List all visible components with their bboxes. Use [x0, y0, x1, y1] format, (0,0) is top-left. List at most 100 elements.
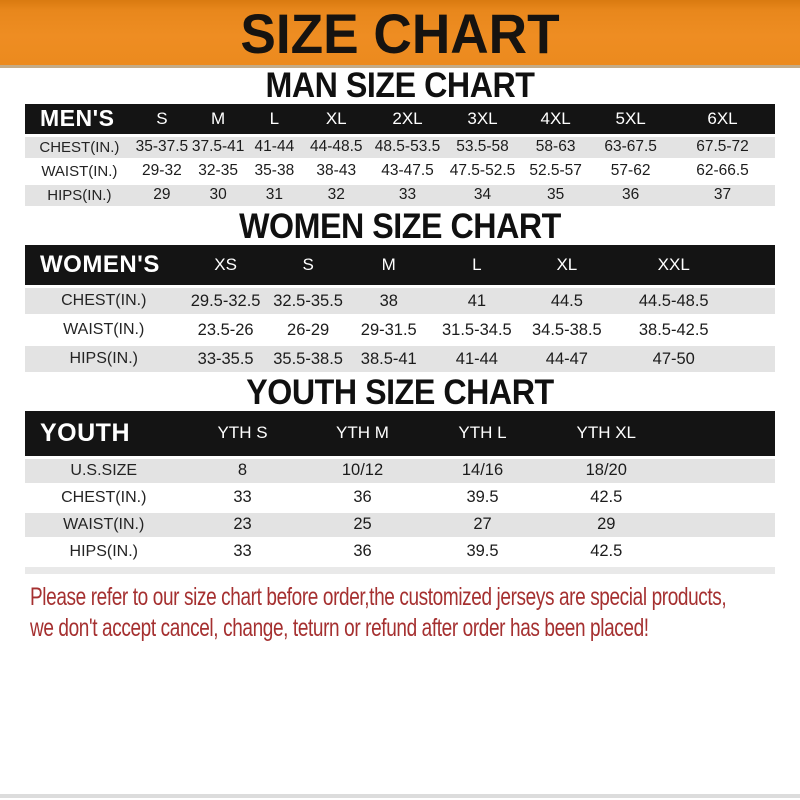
size-value-cell: 35-37.5 — [133, 135, 190, 161]
size-value-cell: 44-48.5 — [302, 135, 370, 161]
size-value-cell: 31.5-34.5 — [430, 315, 524, 346]
table-row: CHEST(IN.) 35-37.5 37.5-41 41-44 44-48.5 48.5… — [25, 135, 775, 161]
size-value-cell: 18/20 — [542, 457, 670, 486]
size-column-header: S — [133, 104, 190, 137]
size-column-header: S — [268, 244, 348, 288]
table-row: HIPS(IN.) 33 36 39.5 42.5 — [25, 538, 775, 567]
size-value-cell: 29 — [133, 183, 190, 209]
table-header-row: YOUTH YTH S YTH M YTH L YTH XL — [25, 411, 775, 459]
size-value-cell: 32 — [302, 183, 370, 209]
size-value-cell: 29-32 — [133, 159, 190, 185]
section-heading-youth: YOUTH SIZE CHART — [246, 373, 554, 412]
size-value-cell: 42.5 — [542, 484, 670, 513]
table-row: WAIST(IN.) 23 25 27 29 — [25, 511, 775, 540]
women-size-section: WOMEN SIZE CHART WOMEN'S XS S M L XL XXL CHEST… — [0, 206, 800, 375]
size-column-header: YTH S — [182, 411, 303, 459]
measure-row-label: HIPS(IN.) — [25, 344, 183, 375]
size-value-cell: 47-50 — [610, 344, 738, 375]
measure-row-label: CHEST(IN.) — [25, 286, 183, 317]
size-value-cell: 33 — [182, 484, 303, 513]
cell-spacer — [670, 511, 775, 540]
cell-spacer — [670, 538, 775, 567]
size-value-cell: 37.5-41 — [190, 135, 247, 161]
size-column-header: YTH L — [422, 411, 543, 459]
size-value-cell: 23 — [182, 511, 303, 540]
size-value-cell: 44-47 — [523, 344, 610, 375]
size-value-cell: 10/12 — [302, 457, 423, 486]
size-value-cell: 35-38 — [246, 159, 303, 185]
notice-line-2: we don't accept cancel, change, teturn o… — [30, 613, 649, 642]
men-size-table: MEN'S S M L XL 2XL 3XL 4XL 5XL 6XL CHEST(IN.) 35-3… — [25, 104, 775, 209]
order-notice: Please refer to our size chart before or… — [30, 582, 727, 644]
table-corner-label: WOMEN'S — [25, 244, 183, 288]
size-value-cell: 58-63 — [520, 135, 592, 161]
size-value-cell: 39.5 — [422, 538, 543, 567]
youth-size-table: YOUTH YTH S YTH M YTH L YTH XL U.S.SIZE 8 10/1… — [25, 411, 775, 567]
size-value-cell: 53.5-58 — [445, 135, 520, 161]
size-value-cell: 30 — [190, 183, 247, 209]
size-column-header: XL — [302, 104, 370, 137]
cell-spacer — [670, 457, 775, 486]
table-row: HIPS(IN.) 33-35.5 35.5-38.5 38.5-41 41-44 44-… — [25, 344, 775, 375]
size-column-header: 6XL — [670, 104, 775, 137]
size-value-cell: 47.5-52.5 — [445, 159, 520, 185]
size-value-cell: 35 — [520, 183, 592, 209]
measure-row-label: CHEST(IN.) — [25, 135, 134, 161]
size-column-header: L — [430, 244, 524, 288]
size-value-cell: 25 — [302, 511, 423, 540]
measure-row-label: HIPS(IN.) — [25, 538, 183, 567]
size-column-header: L — [246, 104, 303, 137]
size-column-header: YTH M — [302, 411, 423, 459]
size-column-header: 5XL — [591, 104, 670, 137]
measure-row-label: U.S.SIZE — [25, 457, 183, 486]
size-column-header: 3XL — [445, 104, 520, 137]
size-value-cell: 36 — [591, 183, 670, 209]
section-heading-women: WOMEN SIZE CHART — [239, 206, 561, 246]
size-value-cell: 41 — [430, 286, 524, 317]
size-value-cell: 41-44 — [246, 135, 303, 161]
size-value-cell: 8 — [182, 457, 303, 486]
page-bottom-divider — [0, 794, 800, 798]
size-value-cell: 36 — [302, 484, 423, 513]
cell-spacer — [737, 344, 775, 375]
size-value-cell: 43-47.5 — [370, 159, 445, 185]
table-row: U.S.SIZE 8 10/12 14/16 18/20 — [25, 457, 775, 486]
size-value-cell: 38 — [347, 286, 430, 317]
size-value-cell: 63-67.5 — [591, 135, 670, 161]
women-size-table: WOMEN'S XS S M L XL XXL CHEST(IN.) 29.5-32.5 32.… — [25, 244, 775, 375]
size-value-cell: 39.5 — [422, 484, 543, 513]
table-corner-label: YOUTH — [25, 411, 183, 459]
size-value-cell: 32.5-35.5 — [268, 286, 348, 317]
size-value-cell: 52.5-57 — [520, 159, 592, 185]
size-value-cell: 33-35.5 — [182, 344, 269, 375]
size-column-header: YTH XL — [542, 411, 670, 459]
size-column-header: 2XL — [370, 104, 445, 137]
table-bottom-strip — [25, 566, 775, 574]
page-title: SIZE CHART — [240, 1, 560, 65]
men-size-section: MAN SIZE CHART MEN'S S M L XL 2XL 3XL 4XL 5XL 6XL… — [0, 68, 800, 209]
size-value-cell: 38-43 — [302, 159, 370, 185]
size-value-cell: 29 — [542, 511, 670, 540]
size-value-cell: 44.5-48.5 — [610, 286, 738, 317]
size-value-cell: 36 — [302, 538, 423, 567]
table-row: CHEST(IN.) 33 36 39.5 42.5 — [25, 484, 775, 513]
size-value-cell: 32-35 — [190, 159, 247, 185]
cell-spacer — [737, 286, 775, 317]
size-value-cell: 26-29 — [268, 315, 348, 346]
measure-row-label: WAIST(IN.) — [25, 315, 183, 346]
youth-size-section: YOUTH SIZE CHART YOUTH YTH S YTH M YTH L YTH… — [0, 375, 800, 574]
size-column-header: XXL — [610, 244, 738, 288]
table-row: WAIST(IN.) 29-32 32-35 35-38 38-43 43-47.5 47.… — [25, 159, 775, 185]
table-row: WAIST(IN.) 23.5-26 26-29 29-31.5 31.5-34.5 34… — [25, 315, 775, 346]
measure-row-label: WAIST(IN.) — [25, 159, 134, 185]
size-value-cell: 57-62 — [591, 159, 670, 185]
table-header-row: WOMEN'S XS S M L XL XXL — [25, 244, 775, 288]
size-value-cell: 14/16 — [422, 457, 543, 486]
size-value-cell: 34.5-38.5 — [523, 315, 610, 346]
section-heading-man: MAN SIZE CHART — [265, 66, 535, 105]
measure-row-label: HIPS(IN.) — [25, 183, 134, 209]
size-value-cell: 44.5 — [523, 286, 610, 317]
size-value-cell: 29.5-32.5 — [182, 286, 269, 317]
size-value-cell: 29-31.5 — [347, 315, 430, 346]
size-value-cell: 35.5-38.5 — [268, 344, 348, 375]
